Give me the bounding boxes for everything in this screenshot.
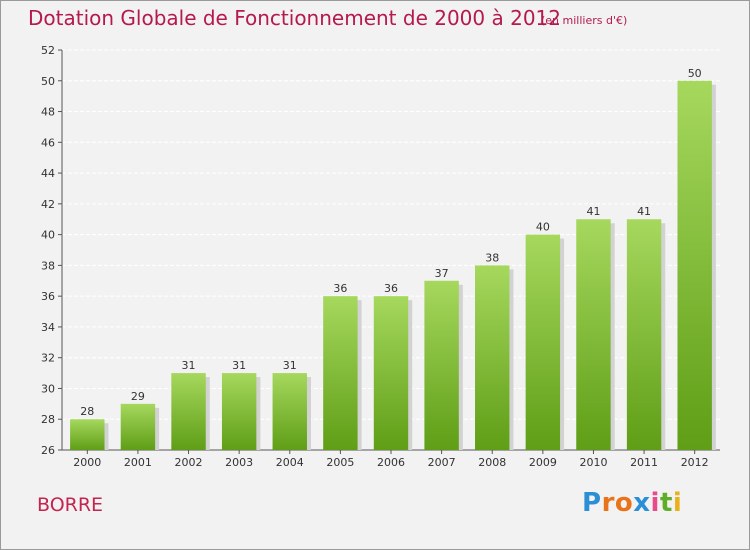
bar xyxy=(221,373,257,450)
x-tick-label: 2007 xyxy=(428,456,456,469)
bar xyxy=(475,265,510,450)
bar-value-label: 40 xyxy=(536,221,550,234)
logo-letter: i xyxy=(672,488,683,518)
logo-letter: o xyxy=(614,488,634,518)
chart-title: Dotation Globale de Fonctionnement de 20… xyxy=(28,6,561,30)
x-tick-label: 2012 xyxy=(681,456,709,469)
bar-value-label: 36 xyxy=(333,282,347,295)
bar-value-label: 31 xyxy=(232,359,246,372)
y-tick-label: 32 xyxy=(41,352,55,365)
x-tick-label: 2000 xyxy=(73,456,101,469)
bar xyxy=(373,296,409,450)
x-tick-label: 2003 xyxy=(225,456,253,469)
bar-value-label: 29 xyxy=(131,390,145,403)
bar xyxy=(272,373,307,450)
bars-layer xyxy=(70,80,716,451)
y-tick-label: 48 xyxy=(41,106,55,119)
x-tick-label: 2002 xyxy=(175,456,203,469)
bar-value-label: 31 xyxy=(182,359,196,372)
y-tick-label: 42 xyxy=(41,198,55,211)
logo-letter: i xyxy=(650,488,660,518)
bar-value-label: 41 xyxy=(637,205,651,218)
bar-value-label: 41 xyxy=(586,205,600,218)
bar xyxy=(677,80,712,451)
bar xyxy=(525,234,561,450)
proxiti-logo[interactable]: Proxiti xyxy=(582,488,682,518)
x-tick-label: 2006 xyxy=(377,456,405,469)
bar-value-label: 37 xyxy=(435,267,449,280)
y-tick-label: 28 xyxy=(41,413,55,426)
logo-letter: x xyxy=(633,488,651,518)
y-tick-label: 36 xyxy=(41,290,55,303)
chart-unit-note: (en milliers d'€) xyxy=(541,14,628,27)
logo-letter: r xyxy=(601,488,615,518)
bar xyxy=(120,403,156,450)
bar xyxy=(70,419,105,450)
y-tick-label: 52 xyxy=(41,44,55,57)
x-tick-label: 2009 xyxy=(529,456,557,469)
logo-letter: t xyxy=(659,488,673,518)
bar xyxy=(323,296,358,450)
y-tick-label: 38 xyxy=(41,259,55,272)
bar-value-label: 31 xyxy=(283,359,297,372)
town-name: BORRE xyxy=(37,494,104,516)
bar-value-label: 28 xyxy=(80,405,94,418)
y-tick-label: 30 xyxy=(41,382,55,395)
labels-layer: 26 28 30 32 34 36 38 40 42 44 46 48 50 52 28 2000 29 2001… xyxy=(41,44,709,469)
y-tick-label: 34 xyxy=(41,321,55,334)
y-tick-label: 44 xyxy=(41,167,55,180)
x-tick-label: 2011 xyxy=(630,456,658,469)
x-tick-label: 2005 xyxy=(326,456,354,469)
x-tick-label: 2001 xyxy=(124,456,152,469)
y-tick-label: 50 xyxy=(41,75,55,88)
x-tick-label: 2004 xyxy=(276,456,304,469)
bar-value-label: 36 xyxy=(384,282,398,295)
bar xyxy=(424,280,459,450)
bar-value-label: 50 xyxy=(688,67,702,80)
bar xyxy=(171,373,206,450)
x-tick-label: 2008 xyxy=(478,456,506,469)
bar-value-label: 38 xyxy=(485,251,499,264)
bar xyxy=(576,219,611,450)
y-tick-label: 26 xyxy=(41,444,55,457)
logo-letter: P xyxy=(582,488,602,518)
y-tick-label: 40 xyxy=(41,229,55,242)
y-tick-label: 46 xyxy=(41,136,55,149)
x-tick-label: 2010 xyxy=(579,456,607,469)
bar xyxy=(626,219,662,450)
